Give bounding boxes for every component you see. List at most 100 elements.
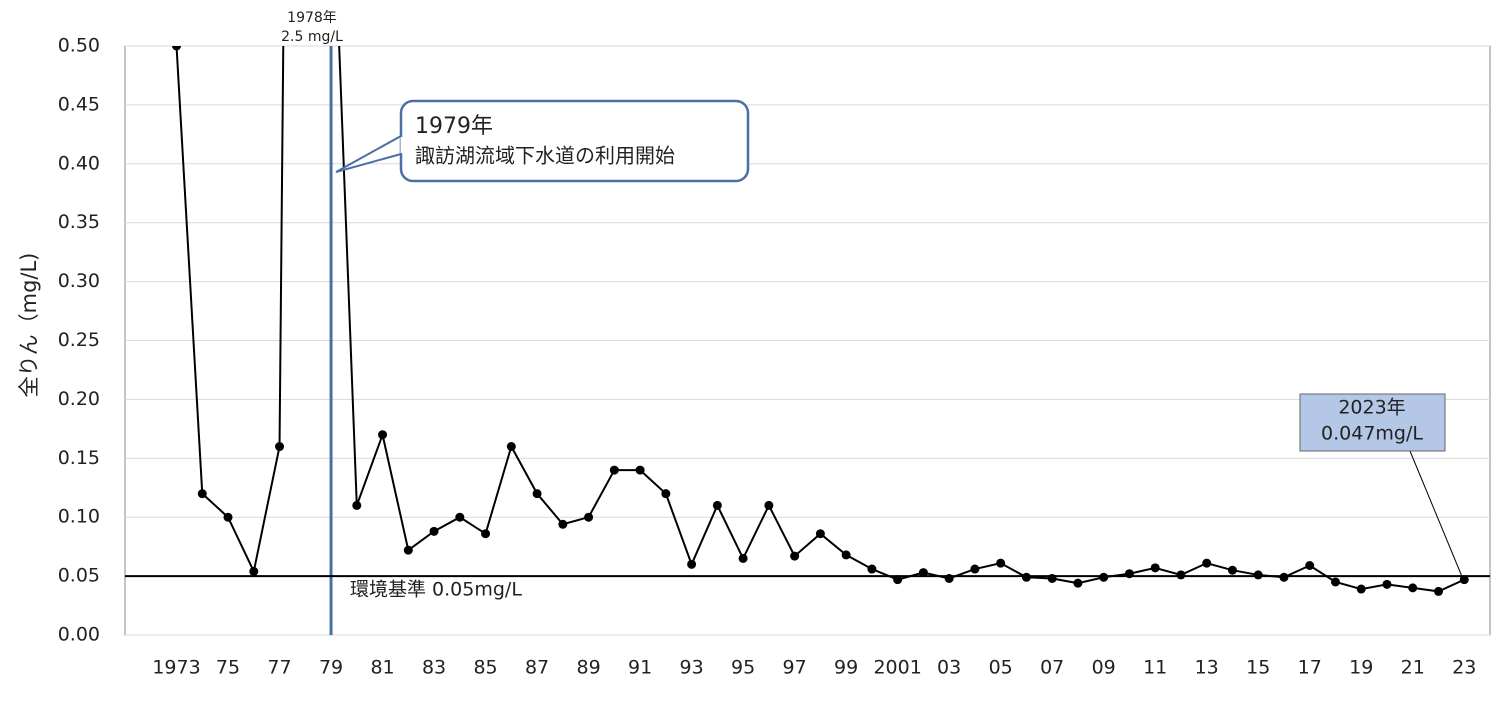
x-tick-label: 79	[319, 657, 343, 679]
data-point	[506, 442, 516, 452]
annotation: 2023年	[1338, 397, 1405, 419]
data-point	[1305, 560, 1315, 570]
x-tick-label: 83	[422, 657, 446, 679]
data-point	[532, 489, 542, 499]
x-tick-label: 03	[937, 657, 961, 679]
data-point	[1408, 583, 1418, 593]
y-tick-label: 0.05	[58, 565, 100, 587]
x-tick-label: 85	[473, 657, 497, 679]
x-tick-label: 2001	[873, 657, 921, 679]
reference-label: 環境基準 0.05mg/L	[350, 579, 522, 601]
data-point	[661, 489, 671, 499]
callout-pointer	[335, 135, 402, 173]
y-tick-label: 0.25	[58, 329, 100, 351]
x-tick-label: 17	[1298, 657, 1322, 679]
data-point	[481, 529, 491, 539]
data-point	[455, 512, 465, 522]
data-point	[970, 564, 980, 574]
data-line	[175, 46, 1465, 593]
x-tick-label: 19	[1349, 657, 1373, 679]
x-tick-label: 75	[216, 657, 240, 679]
data-point	[172, 46, 182, 51]
data-point	[764, 500, 774, 510]
data-point	[1202, 558, 1212, 568]
y-tick-label: 0.15	[58, 447, 100, 469]
data-point	[1330, 577, 1340, 587]
data-point	[687, 559, 697, 569]
data-point	[1176, 570, 1186, 580]
x-tick-label: 21	[1401, 657, 1425, 679]
data-point	[841, 550, 851, 560]
data-point	[1279, 572, 1289, 582]
data-point	[996, 558, 1006, 568]
data-point	[1253, 570, 1263, 580]
data-point	[712, 500, 722, 510]
callout-box	[399, 99, 750, 183]
y-tick-label: 0.00	[58, 624, 100, 646]
y-tick-label: 0.30	[58, 270, 100, 292]
x-tick-label: 09	[1092, 657, 1116, 679]
x-tick-label: 91	[628, 657, 652, 679]
x-tick-label: 87	[525, 657, 549, 679]
x-tick-label: 11	[1143, 657, 1167, 679]
x-tick-label: 97	[783, 657, 807, 679]
x-tick-label: 81	[370, 657, 394, 679]
data-point	[1459, 575, 1469, 585]
data-point	[1382, 579, 1392, 589]
x-tick-label: 07	[1040, 657, 1064, 679]
x-tick-label: 05	[989, 657, 1013, 679]
data-point	[944, 573, 954, 583]
data-point	[815, 529, 825, 539]
x-tick-label: 23	[1452, 657, 1476, 679]
annotation-box	[1299, 393, 1446, 452]
y-tick-label: 0.45	[58, 93, 100, 115]
annotation: 2.5 mg/L	[281, 29, 343, 45]
data-point	[1047, 573, 1057, 583]
annotation: 0.047mg/L	[1321, 423, 1423, 445]
x-tick-label: 93	[680, 657, 704, 679]
x-tick-label: 77	[267, 657, 291, 679]
data-point	[249, 566, 259, 576]
data-point	[403, 545, 413, 555]
data-point	[584, 512, 594, 522]
x-tick-label: 13	[1195, 657, 1219, 679]
annotation-leader	[1409, 450, 1464, 580]
y-tick-label: 0.50	[58, 35, 100, 57]
y-tick-label: 0.10	[58, 506, 100, 528]
x-tick-label: 95	[731, 657, 755, 679]
annotation: 1978年	[287, 10, 337, 26]
data-point	[352, 500, 362, 510]
data-point	[918, 568, 928, 578]
data-point	[378, 430, 388, 440]
y-axis-title: 全りん（mg/L)	[17, 253, 41, 398]
data-point	[867, 564, 877, 574]
x-tick-label: 1973	[152, 657, 200, 679]
data-point	[1073, 578, 1083, 588]
y-tick-label: 0.35	[58, 211, 100, 233]
data-point	[635, 465, 645, 475]
data-point	[893, 575, 903, 585]
data-point	[609, 465, 619, 475]
data-point	[790, 551, 800, 561]
data-point	[1099, 572, 1109, 582]
data-point	[429, 526, 439, 536]
data-point	[738, 553, 748, 563]
y-tick-label: 0.40	[58, 152, 100, 174]
annotation: 諏訪湖流域下水道の利用開始	[415, 144, 675, 168]
data-point	[223, 512, 233, 522]
data-point	[1021, 572, 1031, 582]
x-tick-label: 15	[1246, 657, 1270, 679]
data-point	[1356, 584, 1366, 594]
data-point	[1227, 565, 1237, 575]
data-point	[1150, 563, 1160, 573]
data-point	[275, 442, 285, 452]
data-point	[1124, 569, 1134, 579]
data-point	[197, 489, 207, 499]
y-tick-label: 0.20	[58, 388, 100, 410]
x-tick-label: 99	[834, 657, 858, 679]
x-tick-label: 89	[576, 657, 600, 679]
data-point	[1433, 586, 1443, 596]
annotation: 1979年	[415, 114, 493, 139]
data-point	[558, 519, 568, 529]
